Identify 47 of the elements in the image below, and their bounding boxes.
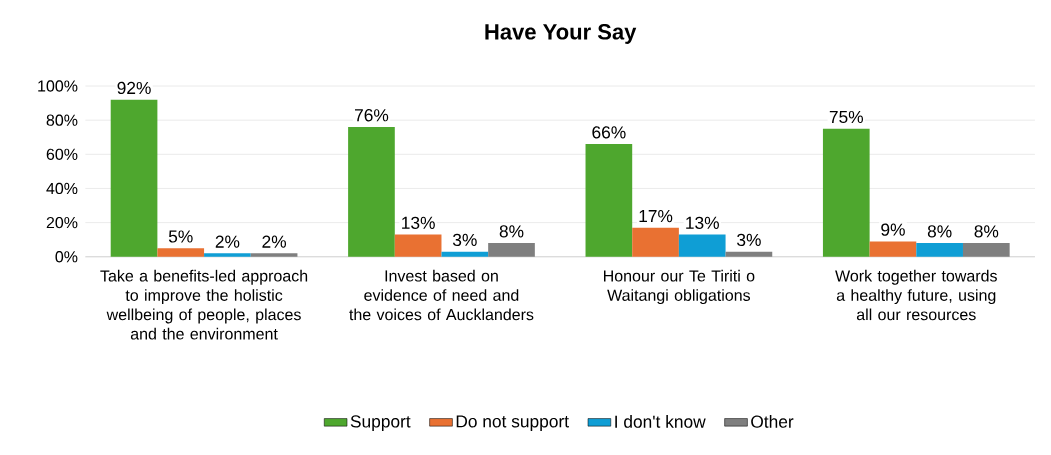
bar [441, 251, 489, 257]
y-tick-label: 80% [46, 114, 78, 126]
legend-label: Do not support [456, 415, 569, 432]
y-tick-label: 20% [46, 217, 78, 229]
x-tick-label: Take a benefits-led approach to improve the holistic wellbeing of people, places and the environment [100, 269, 308, 340]
data-label: 17% [639, 210, 673, 223]
bar [394, 234, 442, 257]
bar [962, 243, 1010, 257]
data-label: 92% [117, 81, 151, 95]
x-tick-label: Honour our Te Tiriti o Waitangi obligations [604, 269, 755, 305]
data-label: 3% [737, 233, 761, 247]
bar [348, 127, 395, 257]
data-label: 8% [974, 225, 999, 238]
chart-title: Have Your Say [485, 24, 637, 45]
data-label: 13% [686, 216, 719, 230]
y-tick-label: 0% [55, 251, 78, 263]
bar [204, 253, 251, 257]
bar [632, 227, 679, 257]
data-label: 8% [927, 225, 952, 238]
data-label: 3% [452, 233, 477, 247]
data-label: 75% [829, 111, 864, 124]
y-tick-label: 60% [46, 148, 78, 161]
data-label: 2% [215, 235, 240, 248]
data-label: 76% [355, 109, 389, 122]
bar [678, 234, 726, 257]
data-label: 5% [168, 230, 193, 243]
x-tick-label: Work together towards a healthy future, using all our resources [835, 269, 997, 321]
legend-label: Support [350, 415, 411, 432]
bar [488, 243, 535, 257]
legend-label: Other [751, 415, 794, 428]
bar [822, 128, 870, 257]
bar [916, 243, 963, 257]
bar [110, 99, 158, 257]
data-label: 66% [592, 126, 626, 139]
data-label: 8% [499, 225, 524, 238]
bar [725, 251, 773, 257]
data-label: 2% [262, 235, 287, 248]
bar [157, 248, 205, 257]
bar [869, 241, 917, 257]
legend-label: I don't know [615, 415, 706, 428]
x-tick-label: Invest based on evidence of need and the voices of Aucklanders [349, 269, 534, 321]
data-label: 9% [881, 223, 905, 236]
bar [250, 253, 298, 257]
data-label: 13% [402, 216, 435, 230]
y-tick-label: 40% [46, 182, 78, 195]
bar [585, 144, 633, 257]
y-tick-label: 100% [38, 80, 78, 92]
